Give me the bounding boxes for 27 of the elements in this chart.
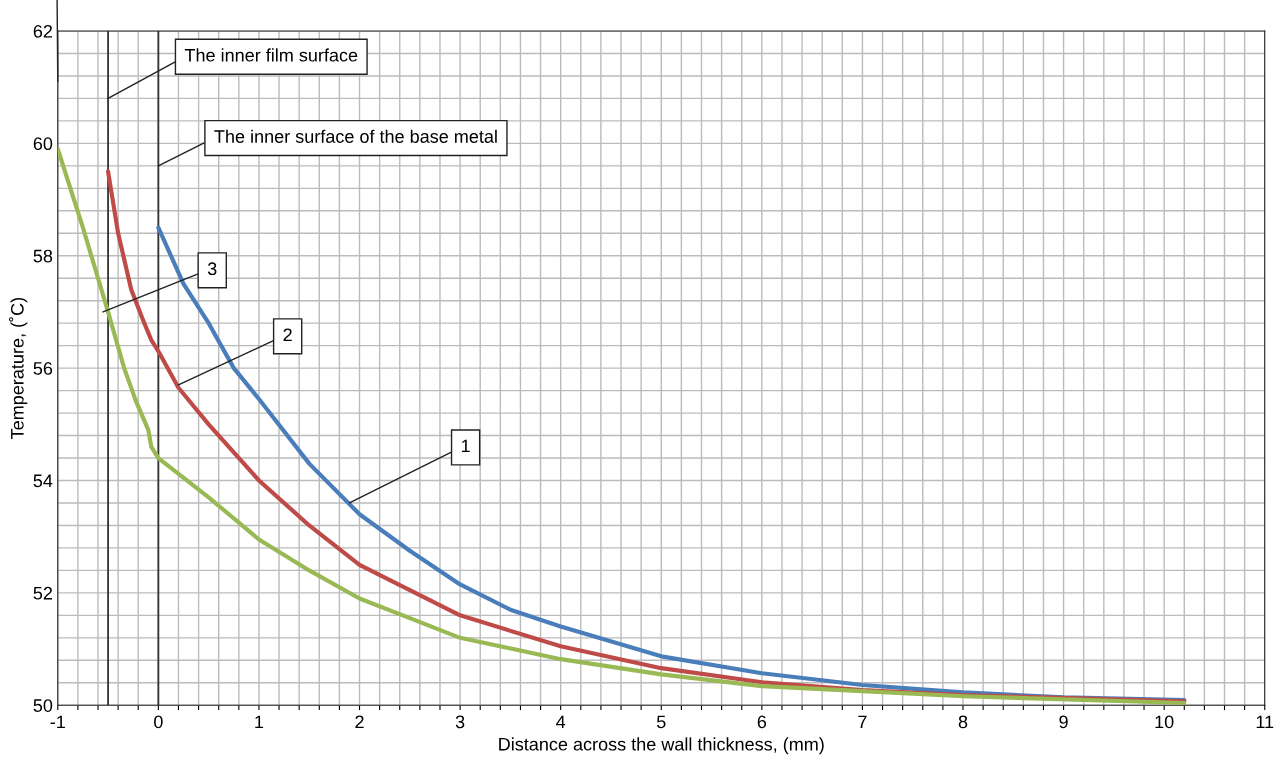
x-tick-label: 10 (1155, 715, 1174, 729)
x-tick-label: 2 (355, 715, 364, 729)
y-tick-label: 52 (33, 586, 53, 600)
annotation: The inner film surface (184, 48, 358, 62)
x-tick-label: 0 (154, 715, 163, 729)
x-tick-label: 7 (858, 715, 867, 729)
x-tick-label: 5 (656, 715, 666, 729)
x-tick-label: 9 (1059, 715, 1068, 729)
y-tick-label: 58 (33, 249, 53, 263)
annotation: 3 (207, 262, 217, 276)
x-tick-label: 11 (1256, 715, 1274, 729)
x-tick-label: 8 (958, 715, 968, 729)
annotation: 2 (283, 328, 292, 342)
x-tick-label: 6 (757, 715, 767, 729)
y-axis-title: Temperature, (˚C) (8, 298, 28, 439)
annotation: 1 (461, 439, 470, 453)
x-tick-label: 3 (455, 715, 465, 729)
x-axis-title: Distance across the wall thickness, (mm) (499, 737, 824, 755)
y-tick-label: 62 (33, 24, 53, 38)
y-tick-label: 50 (33, 699, 53, 712)
x-tick-label: 1 (255, 715, 264, 729)
y-tick-label: 56 (33, 362, 53, 375)
y-tick-label: 60 (33, 137, 53, 151)
y-tick-label: 54 (33, 474, 53, 488)
x-tick-label: -1 (50, 715, 65, 729)
annotation: The inner surface of the base metal (214, 129, 497, 143)
x-tick-label: 4 (556, 715, 566, 729)
